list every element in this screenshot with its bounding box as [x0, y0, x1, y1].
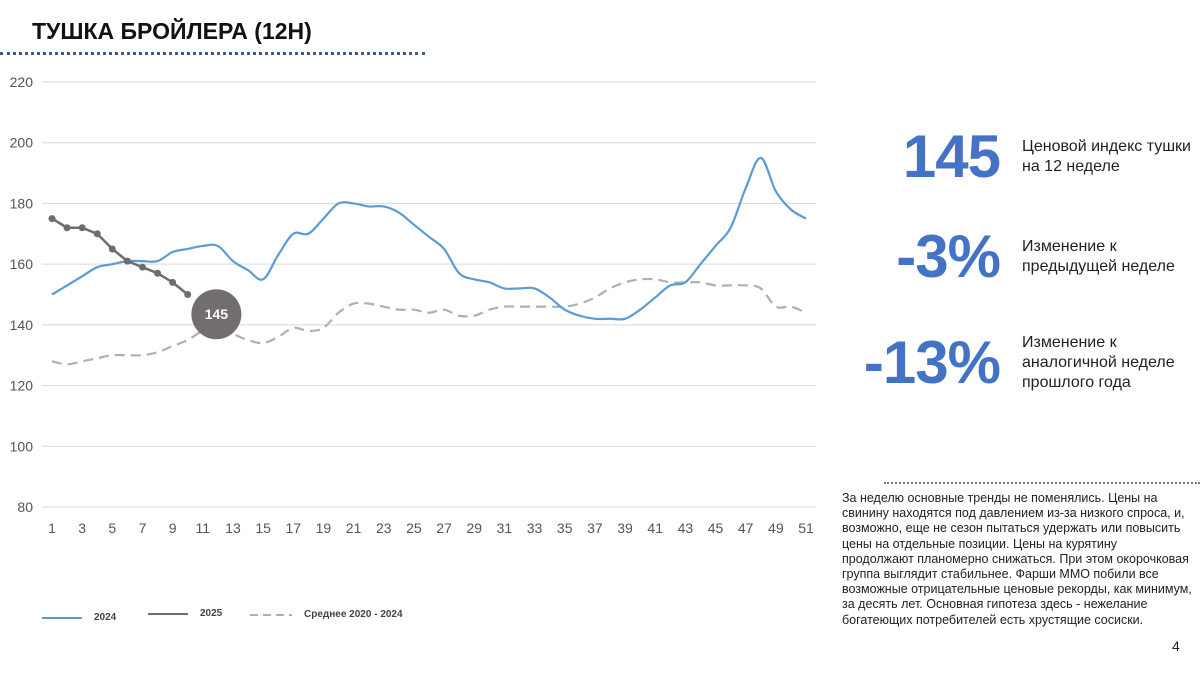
kpi-value: -3% — [896, 223, 1001, 290]
x-tick-label: 25 — [406, 520, 422, 536]
x-tick-label: 45 — [708, 520, 724, 536]
data-point-2025 — [48, 215, 56, 223]
data-point-2025 — [93, 230, 101, 238]
kpi-value: 145 — [902, 123, 1001, 190]
kpi-year-change: -13% Изменение к аналогичной неделе прош… — [800, 328, 1192, 397]
data-point-2025 — [169, 278, 177, 286]
x-tick-label: 17 — [285, 520, 301, 536]
x-tick-label: 41 — [647, 520, 663, 536]
x-tick-label: 31 — [497, 520, 513, 536]
legend-item-average: Среднее 2020 - 2024 — [250, 609, 403, 620]
x-tick-label: 19 — [316, 520, 332, 536]
y-tick-label: 220 — [10, 74, 34, 90]
legend-item-2024: 2024 — [42, 612, 116, 623]
y-tick-label: 80 — [17, 499, 33, 515]
kpi-label: Изменение к аналогичной неделе прошлого … — [1022, 333, 1175, 391]
x-tick-label: 49 — [768, 520, 784, 536]
kpi-label: Изменение к предыдущей неделе — [1022, 237, 1175, 275]
x-tick-label: 37 — [587, 520, 603, 536]
legend-item-2025: 2025 — [148, 608, 222, 619]
y-tick-label: 140 — [10, 317, 34, 333]
title-divider — [0, 52, 425, 55]
page-number: 4 — [1172, 638, 1180, 654]
y-tick-label: 100 — [10, 438, 34, 454]
data-point-2025 — [184, 291, 192, 298]
kpi-value: -13% — [863, 329, 1001, 396]
x-tick-label: 13 — [225, 520, 241, 536]
x-tick-label: 29 — [466, 520, 482, 536]
series-line-2024 — [51, 156, 807, 321]
commentary-text: За неделю основные тренды не поменялись.… — [842, 491, 1192, 627]
current-value-label: 145 — [205, 306, 229, 322]
x-tick-label: 23 — [376, 520, 392, 536]
current-value-bubble — [191, 289, 242, 340]
x-tick-label: 3 — [78, 520, 86, 536]
data-point-2025 — [138, 263, 146, 271]
series-line-average — [51, 277, 807, 366]
legend-label: 2025 — [200, 608, 223, 619]
x-tick-label: 43 — [678, 520, 694, 536]
x-tick-label: 7 — [139, 520, 147, 536]
x-tick-label: 39 — [617, 520, 633, 536]
kpi-index: 145 Ценовой индекс тушки на 12 неделе — [800, 122, 1192, 191]
y-tick-label: 160 — [10, 256, 34, 272]
legend-label: 2024 — [94, 612, 117, 623]
x-tick-label: 47 — [738, 520, 754, 536]
x-tick-label: 27 — [436, 520, 452, 536]
y-tick-label: 200 — [10, 135, 34, 151]
x-tick-label: 35 — [557, 520, 573, 536]
data-point-2025 — [154, 269, 162, 277]
kpi-label: Ценовой индекс тушки на 12 неделе — [1022, 137, 1191, 175]
data-point-2025 — [108, 245, 116, 253]
page-title: ТУШКА БРОЙЛЕРА (12Н) — [32, 18, 312, 44]
x-tick-label: 11 — [196, 520, 211, 536]
x-tick-label: 1 — [48, 520, 56, 536]
y-tick-label: 120 — [10, 378, 34, 394]
x-tick-label: 9 — [169, 520, 177, 536]
data-point-2025 — [78, 224, 86, 232]
x-tick-label: 33 — [527, 520, 543, 536]
x-tick-label: 15 — [255, 520, 271, 536]
comment-divider — [884, 482, 1200, 484]
x-tick-label: 21 — [346, 520, 362, 536]
y-tick-label: 180 — [10, 195, 34, 211]
series-line-2025 — [51, 217, 189, 296]
legend-label: Среднее 2020 - 2024 — [304, 609, 403, 620]
data-point-2025 — [123, 257, 131, 265]
kpi-week-change: -3% Изменение к предыдущей неделе — [800, 222, 1192, 291]
x-tick-label: 5 — [108, 520, 116, 536]
data-point-2025 — [63, 224, 71, 232]
x-tick-label: 51 — [798, 520, 814, 536]
